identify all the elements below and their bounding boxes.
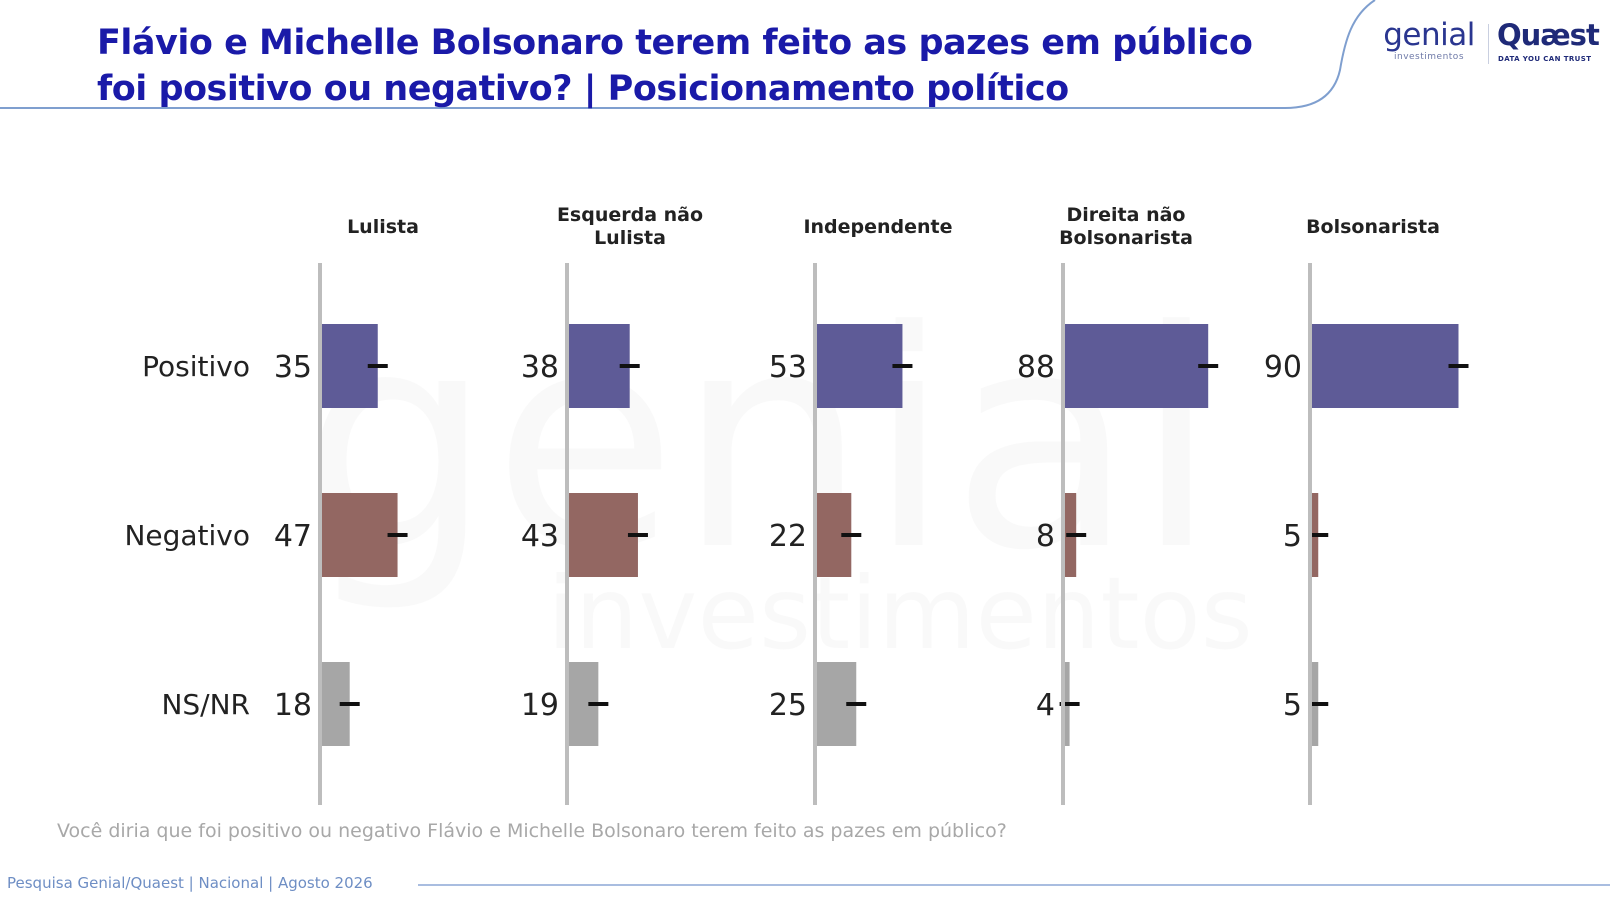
value-label-5-positivo: 90 — [1264, 350, 1302, 385]
panel-title-2-line-2: Lulista — [594, 227, 666, 249]
value-label-5-nsnr: 5 — [1283, 688, 1302, 723]
bar-5-positivo — [1310, 324, 1459, 408]
panel-title-2-line-1: Esquerda não — [557, 204, 703, 226]
genial-logo: genial — [1383, 17, 1475, 53]
value-label-1-negativo: 47 — [274, 519, 312, 554]
value-label-2-negativo: 43 — [521, 519, 559, 554]
panel-title-1-line-1: Lulista — [347, 216, 419, 238]
value-label-3-positivo: 53 — [769, 350, 807, 385]
survey-question: Você diria que foi positivo ou negativo … — [57, 820, 1007, 842]
value-label-4-nsnr: 4 — [1036, 688, 1055, 723]
quaest-logo-tagline: DATA YOU CAN TRUST — [1498, 55, 1592, 63]
quaest-logo: Quæst — [1497, 18, 1600, 52]
panel-title-4-line-1: Direita não — [1067, 204, 1186, 226]
panel-title-4-line-2: Bolsonarista — [1059, 227, 1193, 249]
value-label-2-nsnr: 19 — [521, 688, 559, 723]
header-underline — [0, 0, 1376, 109]
value-label-3-nsnr: 25 — [769, 688, 807, 723]
value-label-2-positivo: 38 — [521, 350, 559, 385]
category-label-nsnr: NS/NR — [161, 688, 250, 721]
panel-title-3-line-1: Independente — [803, 216, 952, 238]
panel-title-5-line-1: Bolsonarista — [1306, 216, 1440, 238]
bar-2-positivo — [567, 324, 630, 408]
bar-3-positivo — [815, 324, 903, 408]
category-label-negativo: Negativo — [124, 519, 250, 552]
header-decoration — [0, 0, 1376, 109]
page-title-line-2: foi positivo ou negativo? | Posicionamen… — [97, 69, 1069, 109]
bar-2-negativo — [567, 493, 638, 577]
page-title-line-1: Flávio e Michelle Bolsonaro terem feito … — [97, 23, 1253, 63]
footer-source: Pesquisa Genial/Quaest | Nacional | Agos… — [7, 874, 373, 892]
value-label-3-negativo: 22 — [769, 519, 807, 554]
page-title: Flávio e Michelle Bolsonaro terem feito … — [97, 20, 1253, 112]
category-label-positivo: Positivo — [142, 350, 250, 383]
value-label-1-positivo: 35 — [274, 350, 312, 385]
genial-logo-subtitle: investimentos — [1393, 52, 1465, 62]
footer-line — [418, 884, 1610, 886]
bar-1-negativo — [320, 493, 398, 577]
value-label-5-negativo: 5 — [1283, 519, 1302, 554]
logo-divider — [1488, 24, 1489, 64]
value-label-4-negativo: 8 — [1036, 519, 1055, 554]
value-label-4-positivo: 88 — [1017, 350, 1055, 385]
bar-4-positivo — [1063, 324, 1209, 408]
value-label-1-nsnr: 18 — [274, 688, 312, 723]
